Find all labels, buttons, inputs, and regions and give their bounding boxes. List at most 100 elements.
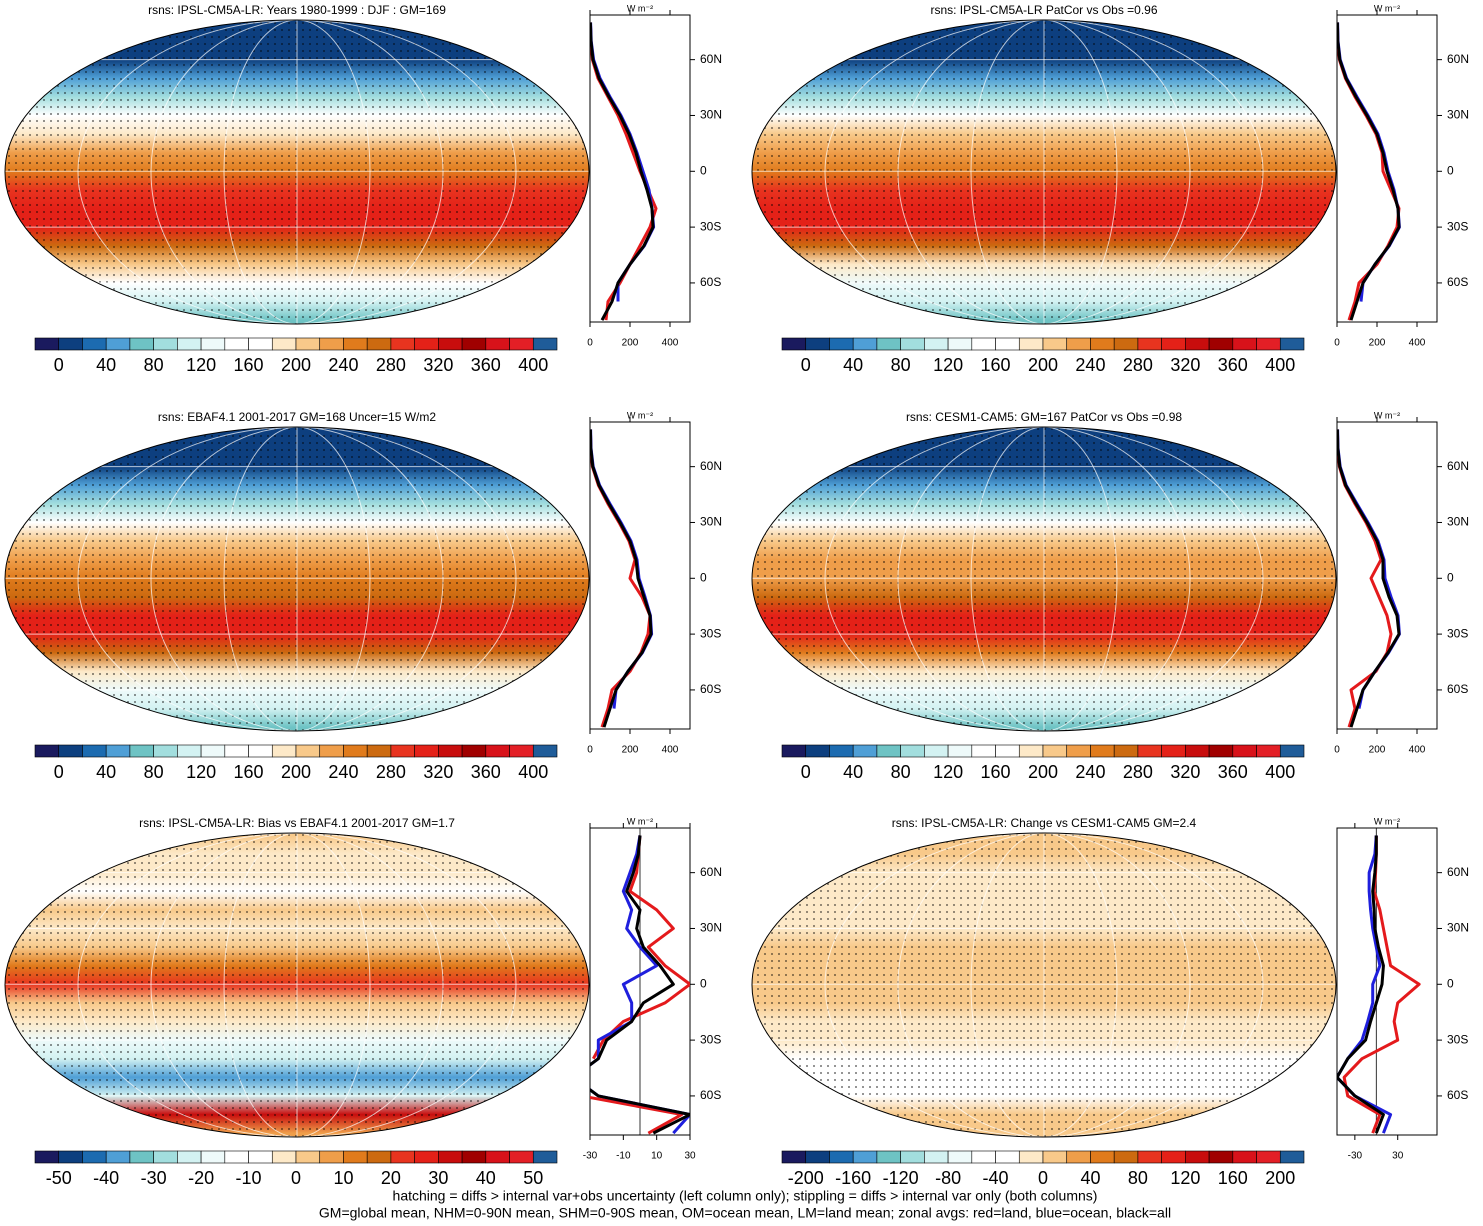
x-tick-label: 0 xyxy=(587,745,593,756)
colorbar-box xyxy=(105,337,131,351)
meridian xyxy=(77,20,517,324)
colorbar-box xyxy=(1208,337,1234,351)
zonal-line xyxy=(1337,835,1385,1134)
meridian xyxy=(970,20,1118,324)
colorbar-label: 80 xyxy=(144,355,164,375)
colorbar-box xyxy=(532,337,558,351)
colorbar-box xyxy=(414,337,439,351)
x-tick-label: 200 xyxy=(622,745,639,756)
colorbar-box xyxy=(1042,337,1068,351)
colorbar-box xyxy=(271,1150,297,1164)
y-tick-label: 60N xyxy=(1447,865,1469,879)
colorbar-box xyxy=(319,744,344,758)
x-tick-label: -30 xyxy=(1348,1151,1363,1162)
colorbar-box xyxy=(105,744,131,758)
meridian xyxy=(150,20,444,324)
y-tick-label: 60S xyxy=(1447,275,1468,289)
meridian xyxy=(150,833,444,1137)
colorbar-box xyxy=(1232,1150,1257,1164)
meridian xyxy=(897,427,1191,731)
meridian xyxy=(970,833,1118,1137)
profile-lines xyxy=(1337,22,1401,321)
colorbar-box xyxy=(805,1150,830,1164)
colorbar-label: 0 xyxy=(54,355,64,375)
colorbar-label: 120 xyxy=(1170,1168,1200,1188)
colorbar-box xyxy=(34,1150,60,1164)
colorbar-box xyxy=(34,337,60,351)
colorbar-box xyxy=(438,744,463,758)
y-tick-label: 60S xyxy=(700,275,721,289)
colorbar-label: 320 xyxy=(1170,762,1200,782)
colorbar-box xyxy=(58,337,83,351)
colorbar-box xyxy=(1042,744,1068,758)
colorbar-box xyxy=(900,337,925,351)
meridian xyxy=(223,20,371,324)
colorbar-box xyxy=(1161,1150,1186,1164)
y-tick-label: 30N xyxy=(1447,921,1469,935)
colorbar-box xyxy=(971,1150,996,1164)
unit-label: W m⁻² xyxy=(1374,410,1400,420)
y-tick-label: 30N xyxy=(1447,515,1469,529)
colorbar-label: 240 xyxy=(1075,762,1105,782)
colorbar-box xyxy=(1137,744,1162,758)
colorbar-box xyxy=(829,744,854,758)
colorbar-label: 320 xyxy=(423,355,453,375)
colorbar-box xyxy=(295,337,321,351)
colorbar-box xyxy=(971,744,996,758)
colorbar-label: -120 xyxy=(883,1168,919,1188)
colorbar-label: 160 xyxy=(981,762,1011,782)
colorbar-box xyxy=(461,744,487,758)
colorbar-box xyxy=(829,337,854,351)
colorbar-box xyxy=(461,337,487,351)
colorbar-box xyxy=(82,1150,107,1164)
colorbar-box xyxy=(224,744,249,758)
colorbar-box xyxy=(438,337,463,351)
colorbar-box xyxy=(177,1150,202,1164)
colorbar-box xyxy=(485,1150,510,1164)
colorbar-box xyxy=(876,1150,901,1164)
profile-lines xyxy=(590,22,658,321)
colorbar-label: 40 xyxy=(843,355,863,375)
colorbar-box xyxy=(200,744,226,758)
colorbar-box xyxy=(1066,1150,1091,1164)
colorbar-label: 80 xyxy=(891,355,911,375)
colorbar-box xyxy=(947,337,973,351)
colorbar-label: 30 xyxy=(428,1168,448,1188)
profile-frame xyxy=(1336,421,1438,730)
zonal-line xyxy=(590,835,690,1135)
colorbar-box xyxy=(82,744,107,758)
colorbar-box xyxy=(58,1150,83,1164)
map-outline xyxy=(4,426,590,732)
colorbar-box xyxy=(438,1150,463,1164)
colorbar-box xyxy=(153,337,178,351)
colorbar-box xyxy=(1161,337,1186,351)
colorbar-label: 400 xyxy=(1265,355,1295,375)
meridian xyxy=(824,427,1264,731)
panel-title: rsns: IPSL-CM5A-LR: Bias vs EBAF4.1 2001… xyxy=(139,816,455,830)
colorbar-box xyxy=(414,1150,439,1164)
colorbar-box xyxy=(924,1150,949,1164)
colorbar-box xyxy=(200,337,226,351)
colorbar-box xyxy=(509,337,534,351)
y-tick-label: 0 xyxy=(1447,976,1454,990)
colorbar-label: -30 xyxy=(141,1168,167,1188)
colorbar-label: 0 xyxy=(801,762,811,782)
colorbar-box xyxy=(129,337,154,351)
colorbar-box xyxy=(1232,337,1257,351)
y-tick-label: 60S xyxy=(1447,682,1468,696)
colorbar-box xyxy=(343,744,368,758)
colorbar-box xyxy=(129,1150,154,1164)
colorbar-label: 160 xyxy=(234,355,264,375)
colorbar-box xyxy=(509,1150,534,1164)
colorbar-label: 400 xyxy=(518,355,548,375)
colorbar-box xyxy=(343,337,368,351)
colorbar-box xyxy=(1018,1150,1044,1164)
meridian xyxy=(77,427,517,731)
colorbar-box xyxy=(1137,1150,1162,1164)
colorbar-box xyxy=(366,337,392,351)
colorbar-label: 120 xyxy=(933,762,963,782)
colorbar-label: 80 xyxy=(891,762,911,782)
unit-label: W m⁻² xyxy=(1374,816,1400,826)
map-outline xyxy=(4,19,590,325)
colorbar-box xyxy=(781,1150,807,1164)
